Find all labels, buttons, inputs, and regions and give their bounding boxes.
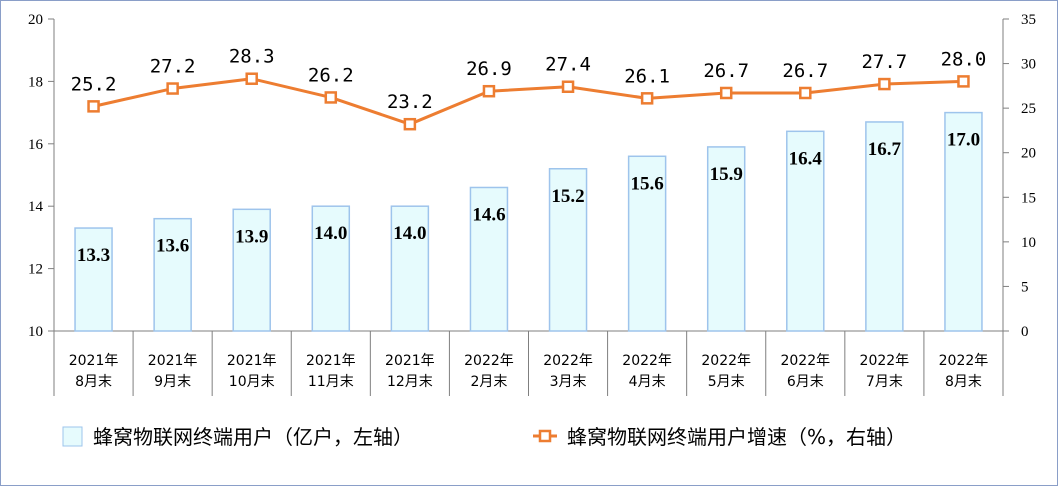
bars-layer — [74, 111, 983, 332]
left-tick-label: 14 — [28, 199, 44, 215]
line-data-label: 28.0 — [941, 48, 987, 70]
line-data-label: 28.3 — [229, 46, 275, 68]
bar — [786, 130, 825, 332]
line-layer — [87, 72, 970, 131]
bar — [390, 205, 430, 332]
line-point-marker — [482, 84, 496, 98]
right-tick-label: 0 — [1021, 324, 1029, 340]
bar — [627, 155, 667, 332]
category-label-month: 8月末 — [75, 374, 112, 390]
category-label-year: 2021年 — [148, 353, 198, 369]
category-label-month: 12月末 — [387, 374, 433, 390]
axes-layer: 10 12 14 16 18 20 0 5 10 15 20 25 30 35 2021年 8月末 2021年 9… — [28, 12, 1036, 396]
bar-data-label: 14.0 — [393, 223, 426, 244]
line-data-label: 26.2 — [308, 64, 354, 86]
left-tick-label: 10 — [28, 324, 43, 340]
category-label-month: 3月末 — [550, 374, 587, 390]
bar-data-label: 13.3 — [77, 245, 110, 266]
bar-data-label: 16.4 — [789, 148, 823, 169]
category-label-month: 7月末 — [866, 374, 903, 390]
bar-data-label: 13.9 — [235, 226, 268, 247]
line-point-marker — [245, 72, 258, 85]
line-point-marker — [878, 77, 891, 91]
bar — [944, 111, 983, 332]
bar-data-label: 17.0 — [947, 130, 980, 151]
category-label-month: 2月末 — [470, 374, 507, 390]
legend-bar-swatch — [62, 426, 83, 447]
growth-line — [93, 77, 964, 126]
line-point-marker — [324, 91, 338, 104]
left-tick-label: 18 — [28, 74, 43, 90]
right-tick-label: 25 — [1021, 101, 1036, 117]
category-label-year: 2021年 — [227, 353, 277, 369]
legend-line-marker — [538, 429, 552, 443]
line-data-label: 27.4 — [545, 54, 591, 76]
bar — [865, 121, 904, 332]
bar — [74, 227, 113, 332]
category-label-year: 2022年 — [464, 353, 514, 369]
category-label-year: 2022年 — [939, 353, 989, 369]
legend-bar-label: 蜂窝物联网终端用户（亿户，左轴） — [93, 425, 413, 449]
category-label-year: 2022年 — [780, 353, 830, 369]
left-tick-label: 20 — [28, 12, 43, 28]
line-data-label: 26.1 — [624, 65, 670, 87]
bar — [153, 217, 192, 332]
line-data-label: 26.7 — [703, 60, 749, 82]
bar-data-label: 13.6 — [156, 236, 189, 257]
line-point-marker — [87, 100, 100, 113]
left-tick-label: 16 — [28, 137, 44, 153]
bar-data-label: 14.0 — [314, 223, 347, 244]
category-label-year: 2021年 — [306, 353, 356, 369]
line-data-label: 26.9 — [466, 58, 512, 80]
line-data-label: 26.7 — [782, 60, 828, 82]
bar-data-label: 15.2 — [551, 186, 584, 207]
line-point-marker — [166, 82, 179, 95]
right-tick-label: 5 — [1021, 279, 1029, 295]
left-tick-label: 12 — [28, 262, 43, 278]
bar — [232, 208, 271, 332]
line-point-marker — [561, 80, 575, 93]
category-label-month: 8月末 — [945, 374, 982, 390]
line-point-marker — [799, 86, 812, 100]
category-label-year: 2021年 — [385, 353, 435, 369]
line-data-label: 25.2 — [71, 73, 117, 95]
category-label-month: 4月末 — [629, 374, 666, 390]
bar — [311, 205, 351, 332]
legend-line-label: 蜂窝物联网终端用户增速（%，右轴） — [567, 425, 906, 449]
category-label-year: 2022年 — [622, 353, 672, 369]
line-data-label: 27.2 — [150, 56, 196, 78]
line-point-marker — [640, 92, 654, 105]
line-point-marker — [719, 86, 733, 100]
bar-data-label: 15.9 — [710, 164, 743, 185]
bar — [469, 186, 509, 332]
category-label-month: 11月末 — [308, 374, 354, 390]
category-label-month: 9月末 — [154, 374, 191, 390]
line-point-marker — [957, 75, 970, 88]
labels-layer: 13.3 13.6 13.9 14.0 14.0 14.6 15.2 15.6 15.9 16.4… — [71, 46, 987, 266]
right-tick-label: 35 — [1021, 12, 1036, 28]
category-label-month: 10月末 — [229, 374, 275, 390]
legend: 蜂窝物联网终端用户（亿户，左轴） 蜂窝物联网终端用户增速（%，右轴） — [62, 425, 906, 449]
right-tick-label: 30 — [1021, 57, 1036, 73]
category-label-year: 2022年 — [860, 353, 910, 369]
bar-data-label: 14.6 — [472, 204, 505, 225]
line-point-marker — [403, 117, 417, 131]
bar — [706, 146, 746, 332]
line-data-label: 27.7 — [861, 51, 907, 73]
category-label-month: 6月末 — [787, 374, 824, 390]
category-label-year: 2021年 — [69, 353, 119, 369]
bar-data-label: 16.7 — [868, 139, 902, 160]
bar — [548, 168, 588, 332]
category-label-year: 2022年 — [701, 353, 751, 369]
category-label-month: 5月末 — [708, 374, 745, 390]
right-tick-label: 15 — [1021, 190, 1036, 206]
bar-data-label: 15.6 — [631, 173, 664, 194]
line-data-label: 23.2 — [387, 91, 433, 113]
category-label-year: 2022年 — [543, 353, 593, 369]
right-tick-label: 10 — [1021, 235, 1036, 251]
right-tick-label: 20 — [1021, 146, 1036, 162]
